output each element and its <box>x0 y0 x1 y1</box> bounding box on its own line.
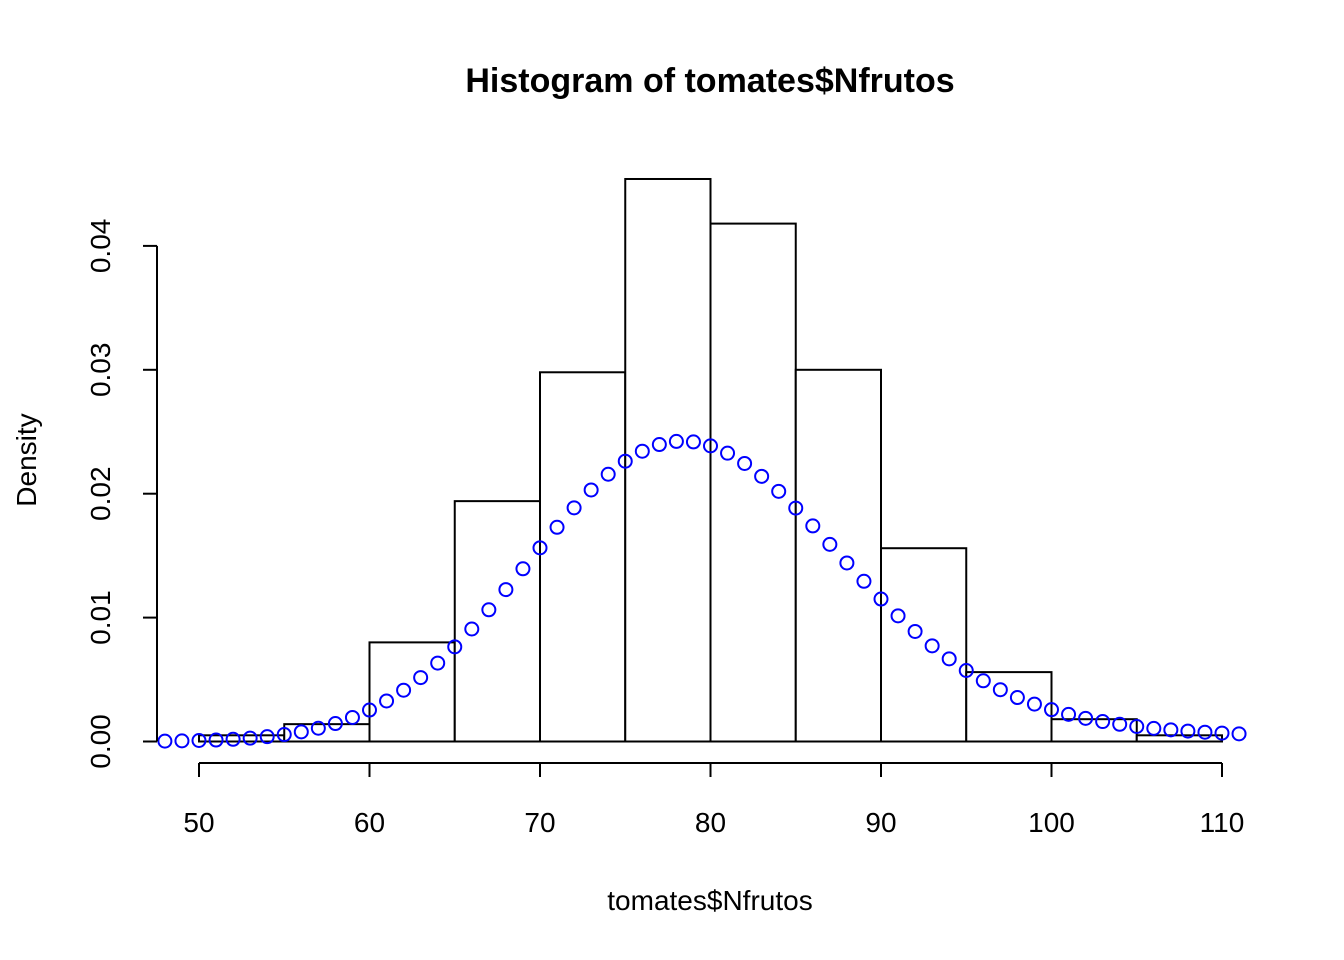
histogram-bar <box>453 500 541 743</box>
density-point <box>566 500 582 516</box>
y-tick-label: 0.00 <box>85 714 116 769</box>
density-point <box>515 561 531 577</box>
density-point <box>208 732 224 748</box>
histogram-bar <box>965 671 1053 743</box>
density-point <box>174 733 190 749</box>
histogram-bar <box>794 368 882 743</box>
x-tick-label: 110 <box>1200 807 1245 838</box>
density-point <box>447 639 463 655</box>
density-point <box>1009 690 1025 706</box>
density-point <box>259 729 275 745</box>
x-tick-label: 80 <box>695 807 726 838</box>
density-point <box>600 466 616 482</box>
density-point <box>873 591 889 607</box>
histogram-bars <box>198 177 1223 743</box>
histogram-bar <box>539 371 627 743</box>
density-point <box>413 670 429 686</box>
density-point <box>1095 714 1111 730</box>
density-point <box>276 727 292 743</box>
density-point <box>225 731 241 747</box>
density-point <box>822 536 838 552</box>
x-tick-label: 90 <box>865 807 896 838</box>
density-point <box>1197 724 1213 740</box>
density-point <box>1214 725 1230 741</box>
density-point <box>362 702 377 718</box>
density-point <box>1061 706 1077 722</box>
density-point <box>396 682 412 698</box>
density-point <box>532 540 548 556</box>
density-point <box>1026 696 1042 712</box>
x-axis: 50 60 70 80 90 100 110 <box>183 762 1245 838</box>
density-point <box>242 730 258 746</box>
density-point <box>958 663 974 679</box>
density-point <box>754 468 770 484</box>
histogram-bar <box>880 547 968 743</box>
x-axis-label: tomates$Nfrutos <box>607 885 812 916</box>
y-axis-label: Density <box>11 413 42 506</box>
histogram-bar <box>709 222 797 743</box>
density-point <box>941 651 957 667</box>
density-point <box>549 519 565 535</box>
density-point <box>924 638 940 654</box>
density-point <box>1078 710 1094 726</box>
density-point <box>839 555 855 571</box>
chart-title: Histogram of tomates$Nfrutos <box>465 62 954 100</box>
density-point <box>1146 720 1162 736</box>
density-point <box>1163 722 1179 738</box>
x-tick-label: 60 <box>354 807 385 838</box>
density-point <box>293 724 309 740</box>
density-point <box>464 621 480 637</box>
density-point <box>379 693 395 709</box>
density-point <box>1129 719 1145 735</box>
density-point <box>651 437 667 453</box>
y-tick-label: 0.03 <box>85 343 116 398</box>
density-point <box>481 602 497 618</box>
x-tick-label: 50 <box>183 807 214 838</box>
density-point <box>327 716 343 732</box>
density-point <box>617 453 633 469</box>
density-point <box>771 483 787 499</box>
x-tick-label: 100 <box>1028 807 1075 838</box>
histogram-bar <box>368 641 456 743</box>
density-point <box>856 573 872 589</box>
density-point <box>975 673 991 689</box>
density-point <box>685 434 701 450</box>
density-point <box>703 438 718 454</box>
y-tick-label: 0.04 <box>85 219 116 274</box>
density-point <box>634 443 650 459</box>
y-axis: 0.00 0.01 0.02 0.03 0.04 <box>85 219 158 769</box>
density-point <box>737 455 753 471</box>
density-point <box>907 623 923 639</box>
density-point <box>157 733 173 749</box>
density-point <box>498 582 514 598</box>
density-point <box>1231 726 1247 742</box>
histogram-bar <box>624 177 712 743</box>
density-point <box>1112 716 1128 732</box>
x-tick-label: 70 <box>524 807 555 838</box>
density-point <box>344 709 360 725</box>
y-tick-label: 0.01 <box>85 590 116 645</box>
density-point <box>890 608 906 624</box>
density-point <box>430 655 446 671</box>
density-points <box>157 433 1247 749</box>
y-tick-label: 0.02 <box>85 466 116 521</box>
density-point <box>788 500 804 516</box>
density-point <box>668 433 684 449</box>
density-point <box>310 720 326 736</box>
density-point <box>992 682 1008 698</box>
density-point <box>805 518 821 534</box>
density-point <box>1180 723 1196 739</box>
density-point <box>720 445 736 461</box>
density-point <box>1044 702 1059 718</box>
density-point <box>583 482 599 498</box>
density-point <box>191 733 207 749</box>
